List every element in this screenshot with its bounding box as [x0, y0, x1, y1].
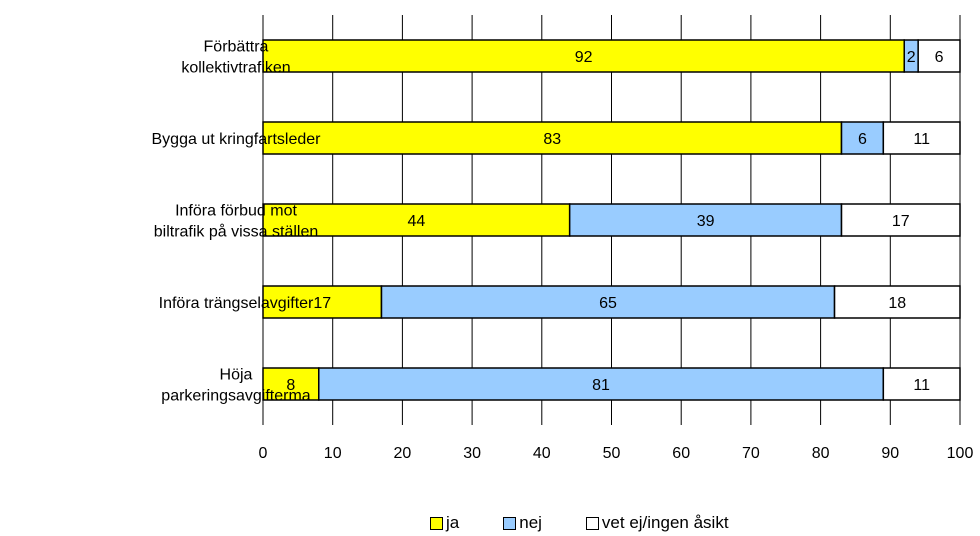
bar-value-label: 17	[313, 295, 331, 312]
bar-segment	[840, 121, 885, 155]
legend-item-ja: ja	[430, 513, 459, 533]
bars-group: 92 2 6 83 6 11 44 39 17 17 65 18 8 81 11	[262, 39, 961, 401]
category-labels: Förbättra kollektivtrafiken Bygga ut kring…	[152, 39, 322, 405]
legend: ja nej vet ej/ingen åsikt	[430, 512, 729, 534]
bar-segment	[262, 203, 571, 237]
bar-value-label: 6	[858, 131, 867, 148]
legend-swatch-vet-ej	[585, 516, 599, 530]
x-tick-label: 90	[881, 445, 899, 462]
bar-value-label: 11	[913, 131, 930, 148]
bar-value-label: 44	[407, 213, 425, 230]
category-label: Införa trängselavgifter	[159, 295, 314, 312]
bar-segment	[380, 285, 836, 319]
x-tick-label: 50	[603, 445, 621, 462]
legend-item-nej: nej	[503, 513, 542, 533]
legend-swatch-ja	[430, 516, 443, 530]
category-label: parkeringsavgifterma	[161, 388, 311, 405]
bar-segment	[318, 367, 885, 401]
category-label: Förbättra	[204, 39, 269, 56]
bar-value-label: 18	[888, 295, 906, 312]
bar-value-label: 6	[935, 49, 944, 66]
x-tick-label: 60	[672, 445, 690, 462]
bar-value-label: 17	[892, 213, 910, 230]
bar-segment	[917, 39, 961, 73]
x-tick-label: 30	[463, 445, 481, 462]
bar-value-label: 8	[286, 377, 295, 394]
bar-segment	[882, 367, 961, 401]
bar-segment	[840, 203, 961, 237]
category-label: Införa förbud mot	[175, 203, 297, 220]
bar-value-label: 83	[543, 131, 561, 148]
bar-segment	[262, 367, 320, 401]
legend-swatch-nej	[503, 516, 517, 530]
bar-segment	[833, 285, 961, 319]
x-tick-labels: 0 10 20 30 40 50 60 70 80 90 100	[259, 445, 974, 462]
bar-value-label: 2	[907, 49, 916, 66]
legend-item-vet-ej: vet ej/ingen åsikt	[585, 513, 729, 533]
bar-value-label: 92	[575, 49, 593, 66]
category-label: Bygga ut kringfartsleder	[152, 131, 322, 148]
x-tick-label: 20	[394, 445, 412, 462]
bar-segment	[262, 39, 905, 73]
bar-value-label: 39	[697, 213, 715, 230]
x-tick-label: 100	[947, 445, 974, 462]
x-tick-label: 70	[742, 445, 760, 462]
legend-label-nej: nej	[519, 513, 542, 532]
category-label: kollektivtrafiken	[181, 60, 290, 77]
x-tick-label: 10	[324, 445, 342, 462]
x-tick-label: 40	[533, 445, 551, 462]
bar-value-label: 81	[592, 377, 610, 394]
bar-segment	[568, 203, 843, 237]
category-label: biltrafik på vissa ställen	[154, 223, 319, 241]
stacked-bar-chart: 92 2 6 83 6 11 44 39 17 17 65 18 8 81 11 Förbättra koll…	[152, 15, 974, 462]
category-label: Höja	[220, 367, 253, 384]
legend-label-vet-ej: vet ej/ingen åsikt	[601, 513, 729, 532]
x-tick-label: 80	[812, 445, 830, 462]
x-tick-label: 0	[259, 445, 268, 462]
bar-value-label: 65	[599, 295, 617, 312]
bar-value-label: 11	[913, 377, 930, 394]
bar-segment	[262, 121, 843, 155]
legend-label-ja: ja	[446, 513, 460, 532]
bar-segment	[882, 121, 961, 155]
